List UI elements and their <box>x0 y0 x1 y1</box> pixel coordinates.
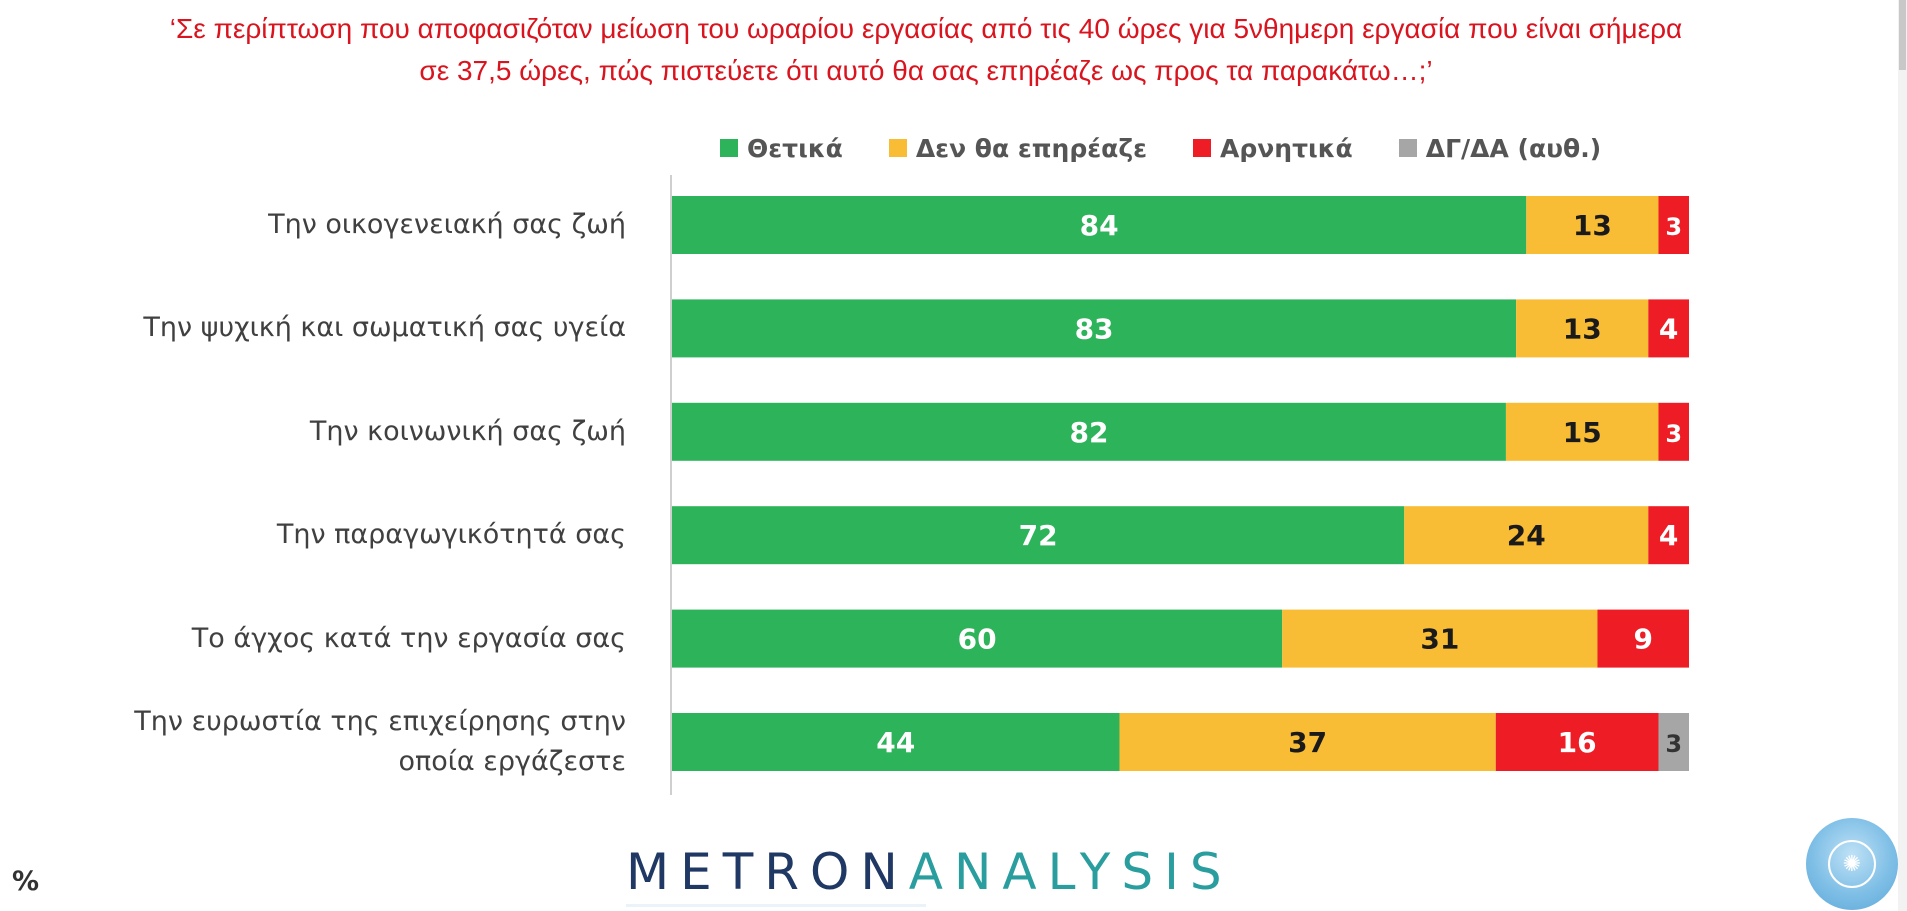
logo-underline <box>626 904 926 907</box>
data-label: 82 <box>1069 416 1108 449</box>
scrollbar[interactable] <box>1898 0 1907 911</box>
legend-item: Αρνητικά <box>1193 134 1353 163</box>
bar-segment <box>1597 609 1689 668</box>
scrollbar-thumb[interactable] <box>1899 0 1906 70</box>
data-label: 60 <box>958 623 997 656</box>
legend-item: Θετικά <box>720 134 843 163</box>
data-label: 3 <box>1665 730 1682 758</box>
category-label-line: Το άγχος κατά την εργασία σας <box>191 622 626 654</box>
brand-word-2: ANALYSIS <box>908 843 1233 901</box>
bar-segment <box>1282 609 1598 668</box>
data-label: 84 <box>1080 209 1119 242</box>
data-label: 44 <box>876 726 915 759</box>
data-label: 72 <box>1019 519 1058 552</box>
legend-swatch <box>1193 139 1212 157</box>
data-label: 31 <box>1420 623 1459 656</box>
data-label: 13 <box>1573 209 1612 242</box>
category-label: Την οικογενειακή σας ζωή <box>26 205 626 245</box>
legend-label: Αρνητικά <box>1220 133 1353 163</box>
chart-title: ‘Σε περίπτωση που αποφασιζόταν μείωση το… <box>20 8 1832 92</box>
legend-swatch <box>720 139 738 157</box>
category-label-line: Την οικογενειακή σας ζωή <box>268 209 626 240</box>
legend-label: ΔΓ/ΔΑ (αυθ.) <box>1425 133 1602 163</box>
bar-segment <box>672 713 1120 771</box>
seal-icon: ✺ <box>1828 840 1876 888</box>
legend-item: ΔΓ/ΔΑ (αυθ.) <box>1398 133 1602 163</box>
data-label: 24 <box>1507 519 1546 552</box>
unit-label: % <box>12 866 40 897</box>
bar-segment <box>672 196 1527 254</box>
bar-segment <box>1516 299 1649 358</box>
data-label: 15 <box>1563 416 1602 449</box>
data-label: 3 <box>1665 420 1682 448</box>
category-label-line: Την ψυχική και σωματική σας υγεία <box>143 312 626 344</box>
bar-segment <box>672 402 1506 461</box>
legend: Θετικά Δεν θα επηρέαζε Αρνητικά ΔΓ/ΔΑ (αυθ.… <box>720 128 1647 168</box>
data-label: 13 <box>1563 312 1602 345</box>
data-label: 4 <box>1659 519 1678 552</box>
data-label: 83 <box>1075 312 1114 345</box>
data-label: 9 <box>1633 623 1652 656</box>
legend-swatch <box>1398 139 1417 157</box>
category-label: Το άγχος κατά την εργασία σας <box>26 619 626 659</box>
category-label-line: Την ευρωστία της επιχείρησης στην <box>134 706 626 737</box>
legend-label: Δεν θα επηρέαζε <box>915 133 1148 163</box>
bar-segment <box>1648 506 1689 565</box>
chart-title-line-2: σε 37,5 ώρες, πώς πιστεύετε ότι αυτό θα … <box>419 55 1433 86</box>
data-label: 16 <box>1558 726 1597 759</box>
bar-segment <box>1658 402 1689 461</box>
presenter-badge[interactable]: ✺ <box>1806 818 1898 910</box>
bar-segment <box>1119 713 1496 771</box>
bar-segment <box>1648 299 1689 358</box>
legend-label: Θετικά <box>747 133 843 163</box>
bar-segment <box>1526 196 1659 254</box>
bar-segment <box>1658 196 1689 254</box>
category-label-line: οποία εργάζεστε <box>398 746 626 777</box>
chart-title-line-1: ‘Σε περίπτωση που αποφασιζόταν μείωση το… <box>169 13 1683 44</box>
bar-segment <box>672 506 1405 565</box>
category-label: Την ευρωστία της επιχείρησης στην οποία ε… <box>26 702 626 782</box>
legend-item: Δεν θα επηρέαζε <box>888 133 1148 163</box>
data-label: 3 <box>1665 213 1682 241</box>
data-label: 4 <box>1659 312 1678 345</box>
brand-logo: METRONANALYSIS <box>626 842 1233 902</box>
category-label: Την κοινωνική σας ζωή <box>26 412 626 452</box>
category-label-line: Την κοινωνική σας ζωή <box>309 415 626 447</box>
category-labels: Την οικογενειακή σας ζωή Την ψυχική και σ… <box>0 0 630 911</box>
data-label: 37 <box>1288 726 1327 759</box>
bar-segment <box>1505 402 1659 461</box>
category-label-line: Την παραγωγικότητά σας <box>276 519 626 551</box>
bar-segment <box>1495 713 1659 771</box>
bar-segment <box>672 609 1283 668</box>
legend-swatch <box>888 139 907 157</box>
category-label: Την ψυχική και σωματική σας υγεία <box>26 308 626 348</box>
category-label: Την παραγωγικότητά σας <box>26 515 626 555</box>
bar-segment <box>1658 713 1689 771</box>
bar-segment <box>1404 506 1649 565</box>
bar-segment <box>672 299 1517 358</box>
brand-word-1: METRON <box>626 843 909 901</box>
